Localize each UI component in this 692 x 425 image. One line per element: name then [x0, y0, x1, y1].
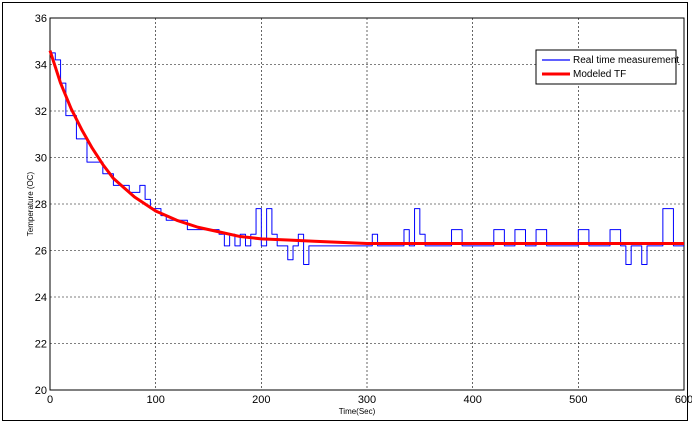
x-tick-label: 0 [47, 394, 53, 406]
y-tick-label: 28 [35, 199, 47, 211]
y-tick-label: 24 [35, 292, 47, 304]
x-tick-label: 300 [358, 394, 376, 406]
tick-labels: 0 100 200 300 400 500 600 20 22 24 26 28 30 32 34 36 [35, 13, 692, 406]
y-axis-label: Temperature (OC) [26, 171, 35, 236]
legend: Real time measurement Modeled TF [535, 49, 679, 85]
series-layer [48, 50, 684, 265]
legend-box [535, 49, 677, 85]
y-tick-label: 36 [35, 13, 47, 25]
y-tick-label: 32 [35, 106, 47, 118]
x-tick-label: 500 [569, 394, 587, 406]
y-tick-label: 34 [35, 60, 47, 72]
x-axis-label: Time(Sec) [339, 407, 376, 416]
y-tick-label: 30 [35, 153, 47, 165]
y-tick-label: 22 [35, 339, 47, 351]
x-tick-label: 600 [675, 394, 692, 406]
x-tick-label: 200 [252, 394, 270, 406]
x-tick-label: 400 [463, 394, 481, 406]
y-tick-label: 26 [35, 246, 47, 258]
legend-label-modeled-tf: Modeled TF [573, 69, 626, 80]
series-line-real-time-measurement [50, 52, 684, 265]
x-tick-label: 100 [146, 394, 164, 406]
legend-label-real-time-measurement: Real time measurement [573, 55, 679, 66]
figure-frame [2, 2, 688, 421]
series-line-modeled-tf [48, 50, 684, 246]
y-tick-label: 20 [35, 385, 47, 397]
